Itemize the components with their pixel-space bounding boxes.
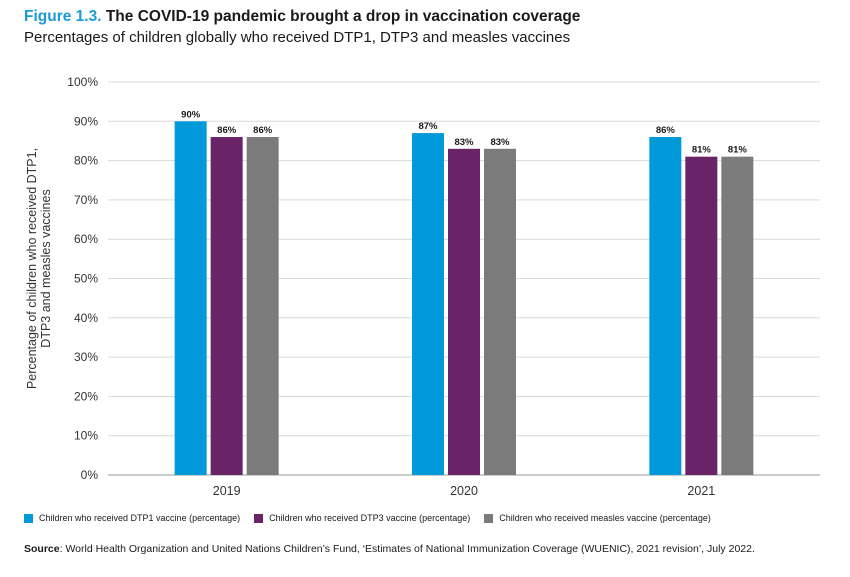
legend-item-dtp3: Children who received DTP3 vaccine (perc… bbox=[254, 513, 470, 523]
legend-label-dtp3: Children who received DTP3 vaccine (perc… bbox=[269, 513, 471, 523]
y-axis-label-line: Percentage of children who received DTP1… bbox=[25, 148, 39, 389]
source-note: Source: World Health Organization and Un… bbox=[24, 543, 814, 557]
data-label: 86% bbox=[656, 125, 676, 136]
y-tick-label: 70% bbox=[74, 193, 98, 207]
legend-item-measles: Children who received measles vaccine (p… bbox=[484, 513, 711, 523]
data-label: 83% bbox=[454, 137, 474, 148]
y-tick-label: 10% bbox=[74, 429, 98, 443]
bar-2021-series-2 bbox=[685, 156, 718, 476]
source-label: Source bbox=[24, 543, 60, 555]
legend-item-dtp1: Children who received DTP1 vaccine (perc… bbox=[24, 513, 240, 523]
chart-title: Figure 1.3. The COVID-19 pandemic brough… bbox=[24, 7, 834, 26]
data-label: 83% bbox=[490, 137, 510, 148]
title-text: The COVID-19 pandemic brought a drop in … bbox=[105, 8, 581, 25]
bar-2020-series-2 bbox=[448, 148, 480, 475]
bar-2021-series-1 bbox=[649, 137, 682, 475]
x-tick-label: 2019 bbox=[213, 484, 241, 498]
y-axis-label-line: DTP3 and measles vaccines bbox=[39, 189, 53, 347]
y-tick-label: 80% bbox=[74, 154, 98, 168]
x-tick-label: 2020 bbox=[450, 484, 478, 498]
data-label: 86% bbox=[253, 125, 273, 136]
y-tick-label: 50% bbox=[74, 272, 98, 286]
y-axis-label: Percentage of children who received DTP1… bbox=[25, 148, 53, 389]
y-tick-label: 100% bbox=[67, 75, 98, 89]
legend-swatch-dtp1 bbox=[24, 513, 33, 523]
data-label: 86% bbox=[217, 125, 237, 136]
legend-label-measles: Children who received measles vaccine (p… bbox=[499, 513, 711, 523]
data-label: 81% bbox=[692, 145, 712, 156]
source-text: : World Health Organization and United N… bbox=[59, 543, 755, 555]
data-label: 81% bbox=[728, 145, 748, 156]
bar-2020-series-1 bbox=[412, 133, 444, 475]
x-tick-label: 2021 bbox=[687, 484, 715, 498]
chart-header: Figure 1.3. The COVID-19 pandemic brough… bbox=[24, 7, 834, 47]
chart-subtitle: Percentages of children globally who rec… bbox=[24, 29, 571, 46]
bar-2019-series-1 bbox=[174, 121, 207, 476]
legend-swatch-measles bbox=[484, 513, 494, 523]
legend-label-dtp1: Children who received DTP1 vaccine (perc… bbox=[39, 513, 241, 523]
y-tick-label: 0% bbox=[81, 468, 99, 482]
y-tick-label: 20% bbox=[74, 389, 98, 403]
legend-swatch-dtp3 bbox=[254, 513, 264, 523]
y-tick-label: 60% bbox=[74, 232, 98, 246]
chart-legend: Children who received DTP1 vaccine (perc… bbox=[24, 513, 725, 523]
bar-2019-series-3 bbox=[246, 137, 279, 475]
y-tick-label: 90% bbox=[74, 114, 98, 128]
bar-2019-series-2 bbox=[210, 137, 243, 475]
data-label: 90% bbox=[181, 109, 201, 120]
bar-2021-series-3 bbox=[721, 156, 754, 476]
y-tick-label: 40% bbox=[74, 311, 98, 325]
figure-label: Figure 1.3. bbox=[24, 8, 102, 25]
y-tick-label: 30% bbox=[74, 350, 98, 364]
bar-2020-series-3 bbox=[484, 148, 516, 475]
data-label: 87% bbox=[418, 121, 438, 132]
